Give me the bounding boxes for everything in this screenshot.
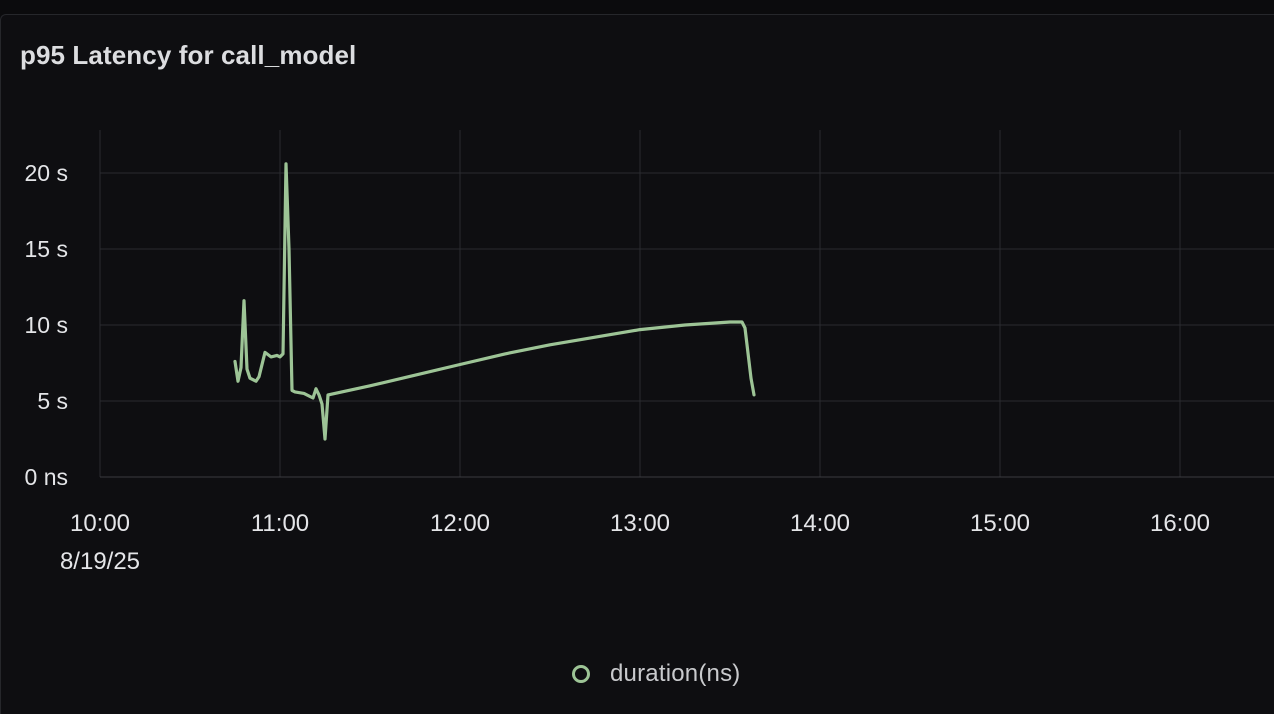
panel-title: p95 Latency for call_model <box>20 40 357 70</box>
y-tick-label: 20 s <box>25 160 68 186</box>
x-tick-label: 11:00 <box>251 510 309 537</box>
x-axis-ticks: 10:00 11:00 12:00 13:00 14:00 15:00 16:00 8/19/… <box>60 510 1210 575</box>
y-tick-label: 15 s <box>25 236 68 262</box>
y-tick-label: 0 ns <box>25 464 68 490</box>
x-tick-label: 15:00 <box>970 510 1030 537</box>
x-tick-label: 14:00 <box>790 510 850 537</box>
x-tick-label: 13:00 <box>610 510 670 537</box>
chart-grid <box>99 130 1274 478</box>
x-tick-label: 16:00 <box>1150 510 1210 537</box>
chart-legend[interactable]: duration(ns) <box>569 656 740 692</box>
y-axis-ticks: 0 ns 5 s 10 s 15 s 20 s <box>25 160 68 490</box>
legend-circle-icon <box>572 665 590 683</box>
x-date-label: 8/19/25 <box>60 548 140 575</box>
chart-panel <box>0 14 1274 714</box>
x-tick-label: 10:00 <box>70 510 130 537</box>
series-line-duration[interactable] <box>233 162 756 441</box>
legend-label-duration: duration(ns) <box>610 660 741 687</box>
y-tick-label: 5 s <box>37 388 68 414</box>
x-tick-label: 12:00 <box>430 510 490 537</box>
y-tick-label: 10 s <box>25 312 68 338</box>
series-lines <box>233 162 756 441</box>
